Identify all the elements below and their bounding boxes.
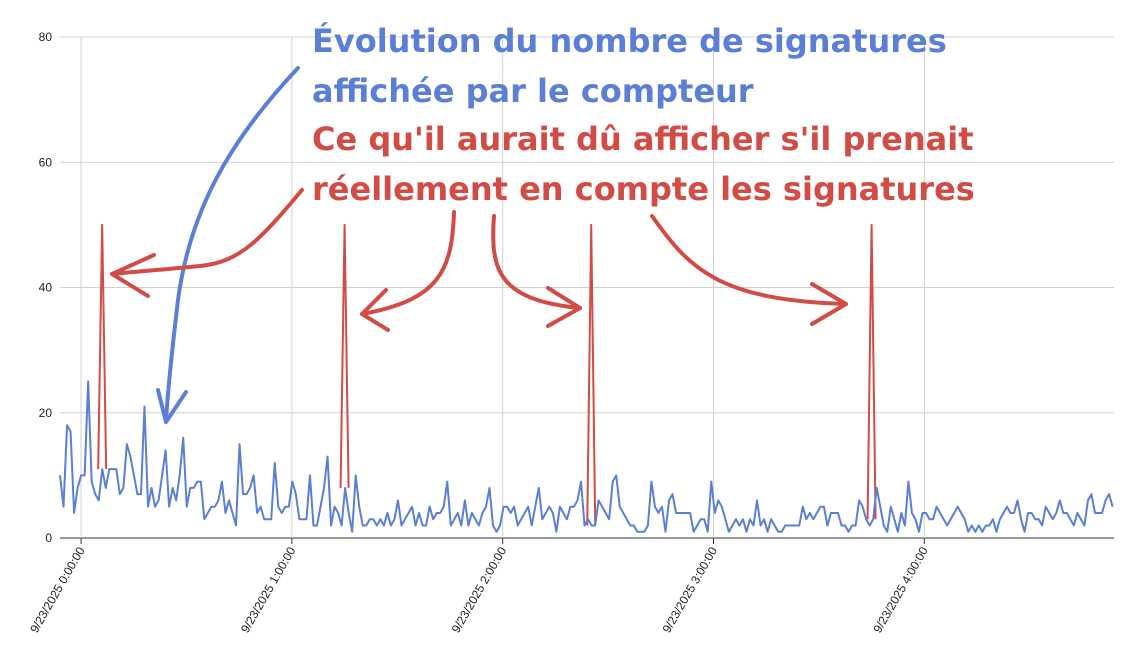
counter-line: [59, 380, 1114, 533]
annotation-red-line-2: réellement en compte les signatures: [312, 170, 975, 208]
red-arrowhead-2: [360, 288, 390, 332]
red-arrowhead-1: [110, 253, 156, 298]
y-tick-label: 20: [39, 406, 53, 420]
red-arrowhead-4: [810, 282, 848, 326]
red-arrow-2: [360, 210, 456, 316]
expected-spike: [339, 223, 350, 488]
y-axis-ticks: 0 20 40 60 80: [39, 30, 53, 545]
blue-arrowhead: [156, 388, 188, 424]
x-tick-label: 9/23/2025 1:00:00: [238, 544, 299, 635]
counter-series: [59, 380, 1114, 533]
y-tick-label: 80: [39, 30, 53, 44]
expected-spike: [586, 223, 597, 526]
annotation-blue-line-1: Évolution du nombre de signatures: [312, 22, 947, 60]
expected-series: [97, 223, 877, 526]
annotation-red-line-1: Ce qu'il aurait dû afficher s'il prenait: [312, 120, 973, 158]
red-arrow-4: [650, 214, 848, 306]
expected-spike: [866, 223, 877, 520]
y-tick-label: 40: [39, 281, 53, 295]
red-arrow-1: [110, 188, 304, 276]
annotation-blue-line-2: affichée par le compteur: [312, 72, 754, 110]
annotation-arrows: [110, 66, 848, 424]
y-tick-label: 0: [45, 531, 52, 545]
x-tick-label: 9/23/2025 2:00:00: [449, 544, 510, 635]
gridlines: [60, 36, 1114, 544]
x-tick-label: 9/23/2025 3:00:00: [660, 544, 721, 635]
x-tick-label: 9/23/2025 4:00:00: [870, 544, 931, 635]
x-tick-label: 9/23/2025 0:00:00: [27, 544, 88, 635]
red-arrowhead-3: [546, 286, 582, 328]
red-arrow-3: [491, 214, 582, 310]
x-axis-ticks: 9/23/2025 0:00:00 9/23/2025 1:00:00 9/23/2…: [27, 544, 931, 635]
expected-spike: [97, 223, 108, 470]
y-tick-label: 60: [39, 155, 53, 169]
blue-arrow: [164, 66, 300, 422]
